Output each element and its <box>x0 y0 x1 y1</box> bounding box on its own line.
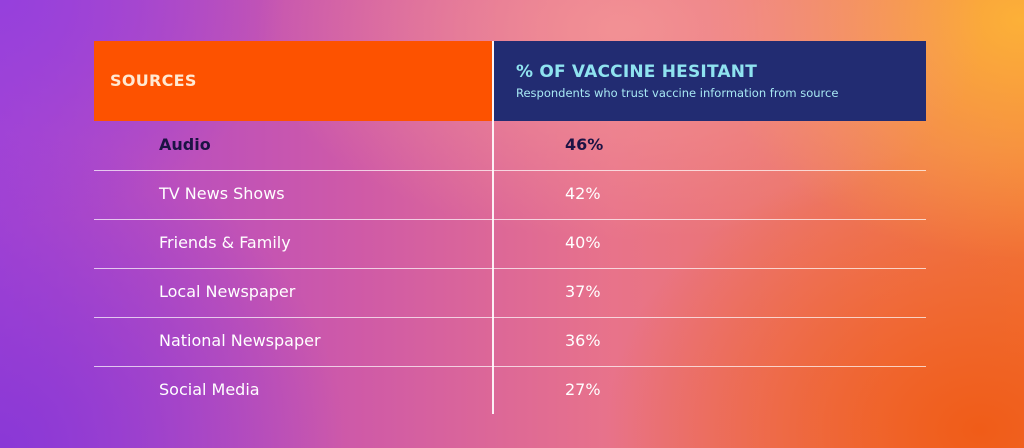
row-percent-value: 42% <box>565 184 601 203</box>
row-percent-value: 40% <box>565 233 601 252</box>
row-source-label: Social Media <box>159 380 260 399</box>
table-row: Audio 46% <box>94 121 926 171</box>
table-row: National Newspaper 36% <box>94 317 926 367</box>
vaccine-trust-table: SOURCES % OF VACCINE HESITANT Respondent… <box>94 41 926 414</box>
row-percent-value: 36% <box>565 331 601 350</box>
row-source-label: Friends & Family <box>159 233 291 252</box>
row-percent-value: 37% <box>565 282 601 301</box>
header-sources-cell: SOURCES <box>94 41 492 121</box>
table-row: Local Newspaper 37% <box>94 268 926 318</box>
header-sources-label: SOURCES <box>110 71 197 90</box>
row-source-label: Audio <box>159 135 211 154</box>
row-source-label: National Newspaper <box>159 331 321 350</box>
table-row: Friends & Family 40% <box>94 219 926 269</box>
row-source-label: TV News Shows <box>159 184 285 203</box>
table-row: Social Media 27% <box>94 366 926 415</box>
header-percent-subtitle: Respondents who trust vaccine informatio… <box>516 86 839 100</box>
row-source-label: Local Newspaper <box>159 282 296 301</box>
row-percent-value: 46% <box>565 135 604 154</box>
header-percent-cell: % OF VACCINE HESITANT Respondents who tr… <box>494 41 926 121</box>
header-percent-title: % OF VACCINE HESITANT <box>516 62 757 82</box>
row-percent-value: 27% <box>565 380 601 399</box>
table-row: TV News Shows 42% <box>94 170 926 220</box>
column-divider <box>492 41 494 414</box>
